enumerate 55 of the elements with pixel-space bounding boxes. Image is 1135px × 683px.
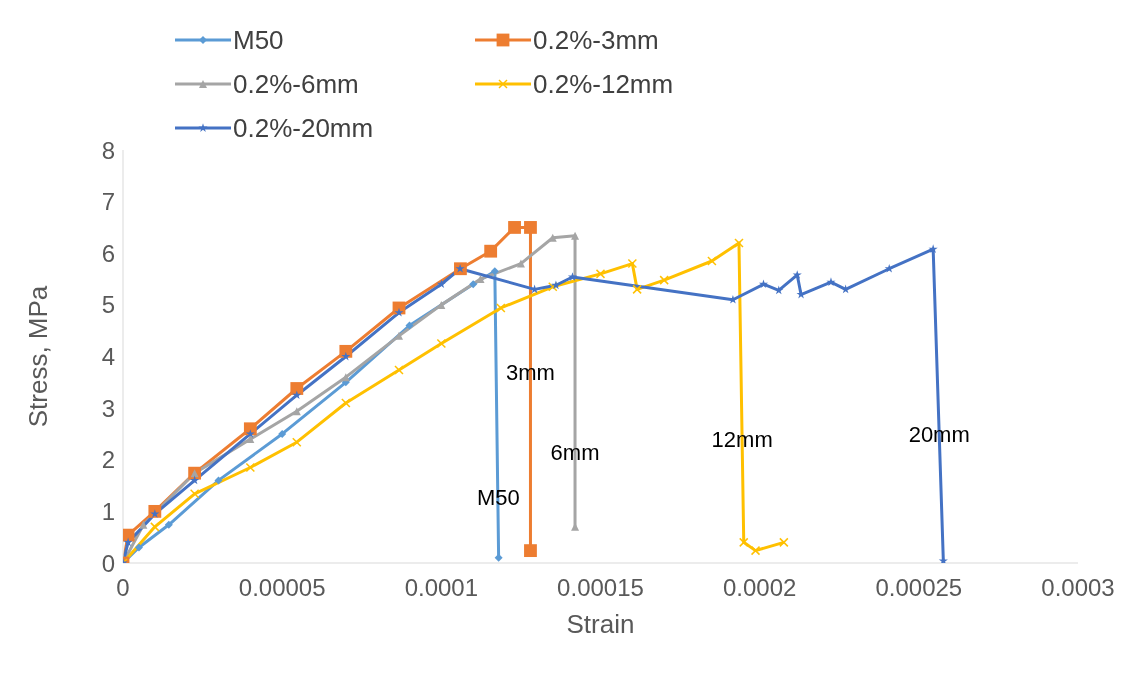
y-tick-label: 2 xyxy=(101,446,115,474)
point xyxy=(341,373,350,382)
x-tick-label: 0.00005 xyxy=(238,574,326,602)
x-tick-label: 0.0002 xyxy=(722,574,797,602)
x-axis-title: Strain xyxy=(566,609,635,639)
point xyxy=(190,475,200,485)
point xyxy=(792,270,802,279)
point xyxy=(164,520,173,529)
point xyxy=(437,300,446,309)
point xyxy=(134,543,143,552)
y-tick-label: 1 xyxy=(101,497,115,525)
point xyxy=(405,321,414,330)
point xyxy=(508,221,521,234)
y-tick-label: 8 xyxy=(101,136,115,164)
y-tick-label: 5 xyxy=(101,291,115,319)
point xyxy=(290,382,304,395)
point xyxy=(567,272,578,281)
point xyxy=(469,280,478,289)
y-tick-label: 7 xyxy=(101,188,115,216)
point xyxy=(516,259,525,268)
point xyxy=(292,390,302,400)
point xyxy=(524,544,537,558)
point xyxy=(214,476,223,485)
point xyxy=(928,244,938,253)
point xyxy=(123,537,133,547)
point xyxy=(476,275,485,284)
point xyxy=(884,263,894,273)
point xyxy=(490,267,499,276)
point xyxy=(758,279,769,289)
point xyxy=(246,435,255,444)
y-tick-label: 4 xyxy=(101,343,115,371)
y-tick-label: 6 xyxy=(101,239,115,267)
point xyxy=(571,231,580,240)
x-tick-label: 0.0003 xyxy=(1041,574,1115,602)
x-tick-label: 0.0001 xyxy=(404,574,479,602)
legend-label: M50 xyxy=(233,24,284,56)
x-tick-label: 0.00025 xyxy=(875,574,963,602)
point xyxy=(245,429,255,438)
point xyxy=(394,307,404,317)
legend-label: 0.2%-6mm xyxy=(233,68,359,100)
legend-label: 0.2%-12mm xyxy=(533,68,674,100)
x-tick-label: 0.00015 xyxy=(557,574,644,602)
y-axis-title: Stress, MPa xyxy=(23,285,54,428)
point xyxy=(436,279,446,289)
legend-label: 0.2%-20mm xyxy=(233,112,374,144)
y-tick-label: 0 xyxy=(101,549,115,577)
point xyxy=(139,520,148,529)
point xyxy=(341,351,351,361)
point xyxy=(524,221,537,234)
annotation: 6mm xyxy=(550,440,600,466)
point xyxy=(150,509,160,518)
y-tick-label: 3 xyxy=(101,394,115,422)
point xyxy=(278,429,287,438)
point xyxy=(484,244,498,258)
legend-label: 0.2%-3mm xyxy=(533,24,659,56)
